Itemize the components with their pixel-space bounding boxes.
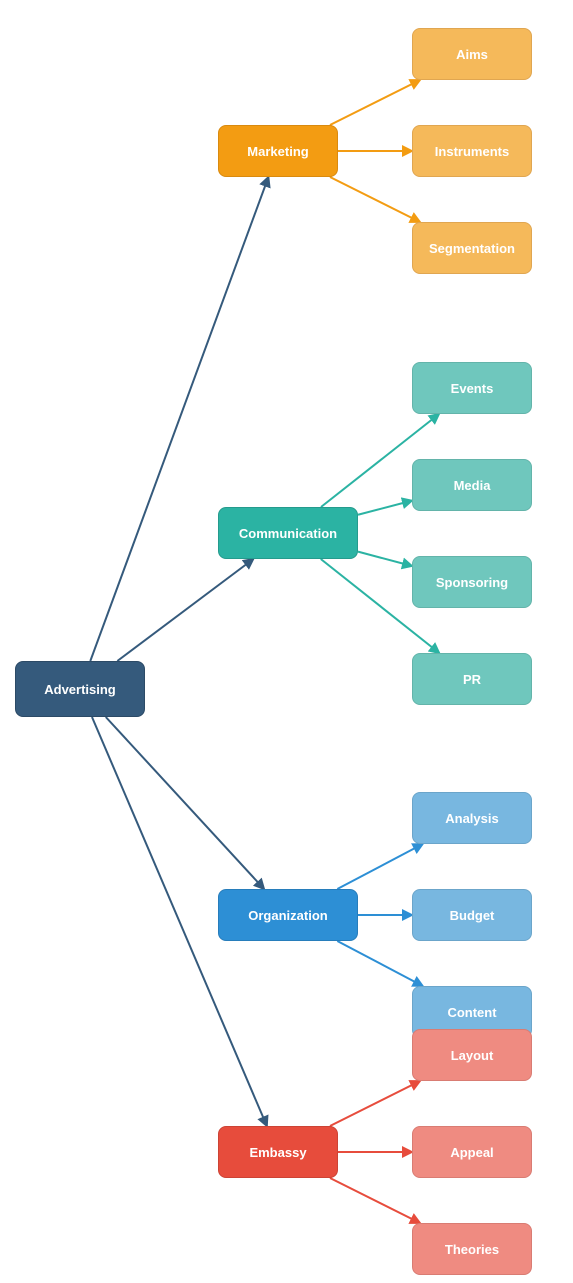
node-label: Appeal [450, 1145, 493, 1160]
edge-org-org3 [337, 941, 422, 986]
node-label: PR [463, 672, 481, 687]
edge-root-org [106, 717, 264, 889]
node-label: Advertising [44, 682, 116, 697]
edge-mkt-mkt1 [330, 80, 420, 125]
node-com1: Events [412, 362, 532, 414]
node-org1: Analysis [412, 792, 532, 844]
node-com: Communication [218, 507, 358, 559]
edge-org-org1 [337, 844, 422, 889]
node-mkt2: Instruments [412, 125, 532, 177]
node-label: Embassy [249, 1145, 306, 1160]
node-emb3: Theories [412, 1223, 532, 1275]
edge-root-mkt [90, 177, 268, 661]
node-mkt: Marketing [218, 125, 338, 177]
node-com4: PR [412, 653, 532, 705]
node-org2: Budget [412, 889, 532, 941]
node-label: Marketing [247, 144, 308, 159]
node-label: Organization [248, 908, 327, 923]
node-emb1: Layout [412, 1029, 532, 1081]
node-label: Aims [456, 47, 488, 62]
node-emb2: Appeal [412, 1126, 532, 1178]
node-com3: Sponsoring [412, 556, 532, 608]
edge-com-com3 [358, 552, 412, 566]
node-label: Content [447, 1005, 496, 1020]
edges-layer [0, 0, 573, 1283]
node-label: Events [451, 381, 494, 396]
node-label: Theories [445, 1242, 499, 1257]
node-label: Communication [239, 526, 337, 541]
node-label: Instruments [435, 144, 509, 159]
edge-root-com [117, 559, 253, 661]
edge-com-com2 [358, 501, 412, 515]
node-label: Segmentation [429, 241, 515, 256]
diagram-stage: Advertising Marketing Aims Instruments Segme… [0, 0, 573, 1283]
node-label: Budget [450, 908, 495, 923]
node-com2: Media [412, 459, 532, 511]
edge-emb-emb1 [330, 1081, 420, 1126]
edge-emb-emb3 [330, 1178, 420, 1223]
node-mkt3: Segmentation [412, 222, 532, 274]
node-label: Layout [451, 1048, 494, 1063]
node-mkt1: Aims [412, 28, 532, 80]
node-org: Organization [218, 889, 358, 941]
node-emb: Embassy [218, 1126, 338, 1178]
node-label: Media [454, 478, 491, 493]
node-root: Advertising [15, 661, 145, 717]
node-label: Sponsoring [436, 575, 508, 590]
edge-mkt-mkt3 [330, 177, 420, 222]
node-label: Analysis [445, 811, 498, 826]
